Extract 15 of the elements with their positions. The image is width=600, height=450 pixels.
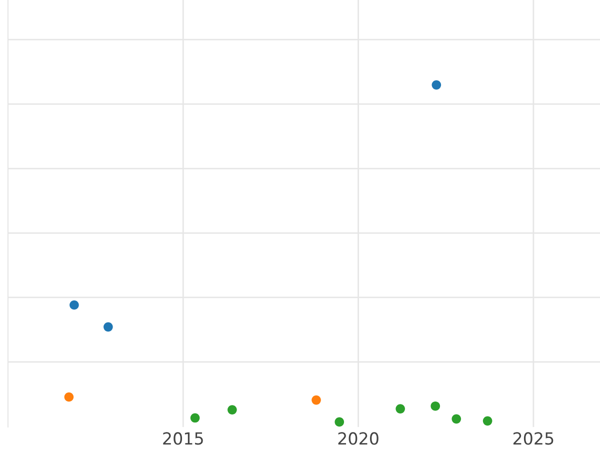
point bbox=[70, 300, 79, 310]
point bbox=[312, 395, 321, 405]
point bbox=[452, 414, 462, 424]
point bbox=[334, 417, 344, 427]
point bbox=[430, 401, 440, 411]
point bbox=[104, 322, 113, 332]
point bbox=[482, 416, 492, 426]
point bbox=[64, 392, 74, 402]
point bbox=[190, 413, 200, 423]
x-tick-label: 2015 bbox=[163, 432, 203, 445]
x-tick-label: 2025 bbox=[513, 432, 554, 445]
x-tick-label: 2020 bbox=[338, 432, 378, 445]
point bbox=[228, 405, 237, 414]
point bbox=[396, 404, 405, 414]
point bbox=[432, 80, 442, 90]
